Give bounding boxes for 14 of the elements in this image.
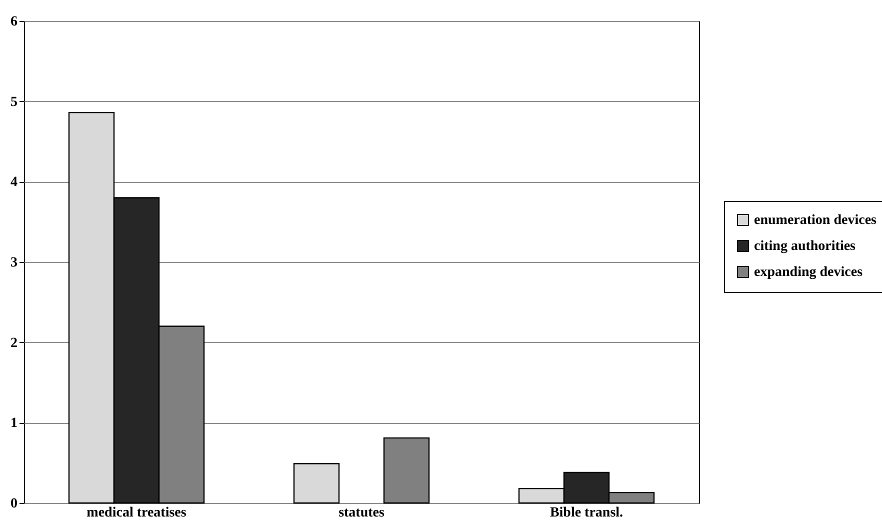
y-tick-label: 5 (10, 94, 18, 110)
x-tick-label: Bible transl. (550, 506, 624, 520)
legend-label: enumeration devices (754, 213, 878, 228)
bar (293, 463, 340, 504)
y-tick-label: 0 (10, 496, 18, 512)
legend-label: expanding devices (754, 265, 864, 280)
y-tick-label: 3 (10, 256, 18, 270)
y-tick-label: 1 (10, 416, 18, 432)
x-tick-label: statutes (338, 506, 385, 520)
y-tick-label: 4 (10, 175, 18, 190)
legend-label: citing authorities (754, 239, 856, 254)
y-tick-label: 6 (10, 14, 18, 30)
y-tick-label: 2 (10, 336, 18, 351)
x-tick-label: medical treatises (86, 506, 187, 520)
